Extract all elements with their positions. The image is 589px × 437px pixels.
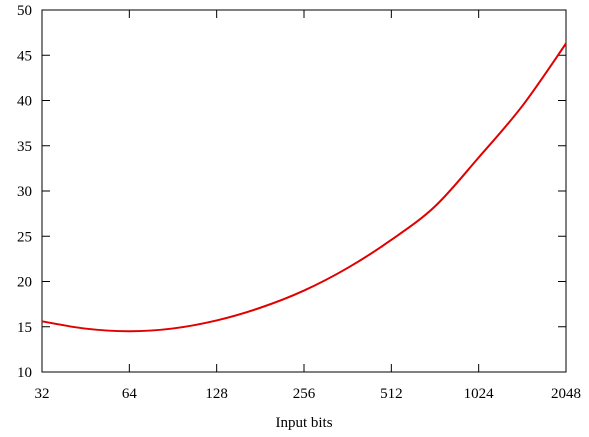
y-tick-label: 45 (17, 48, 32, 64)
y-tick-label: 40 (17, 94, 32, 110)
y-tick-label: 35 (17, 139, 32, 155)
series-line (41, 42, 567, 333)
x-axis-title: Input bits (275, 415, 332, 431)
x-tick-label: 256 (293, 386, 316, 402)
x-tick-label: 64 (122, 386, 138, 402)
y-tick-label: 50 (17, 3, 32, 19)
x-tick-label: 1024 (464, 386, 495, 402)
plot-frame (41, 9, 567, 373)
y-tick-label: 10 (17, 365, 32, 381)
x-tick-label: 128 (205, 386, 228, 402)
y-tick-label: 15 (17, 320, 32, 336)
y-tick-label: 30 (17, 184, 32, 200)
x-axis-ticks: 32 64 128 256 512 1024 2048 (35, 10, 581, 402)
x-tick-label: 512 (380, 386, 403, 402)
x-tick-label: 32 (35, 386, 50, 402)
y-tick-label: 25 (17, 229, 32, 245)
x-tick-label: 2048 (551, 386, 581, 402)
y-axis-ticks: 10 15 20 25 30 35 40 45 50 (17, 3, 566, 381)
series-layer (41, 42, 567, 333)
y-tick-label: 20 (17, 275, 32, 291)
